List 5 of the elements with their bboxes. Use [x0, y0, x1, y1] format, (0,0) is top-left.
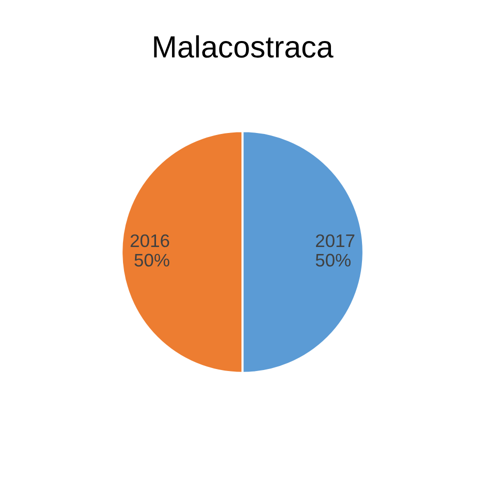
chart-title: Malacostraca	[154, 35, 334, 58]
data-label: 50%	[316, 254, 351, 267]
slice-label: 2017	[316, 234, 354, 248]
data-label: 50%	[134, 254, 170, 267]
slice-label: 2016	[130, 234, 170, 248]
